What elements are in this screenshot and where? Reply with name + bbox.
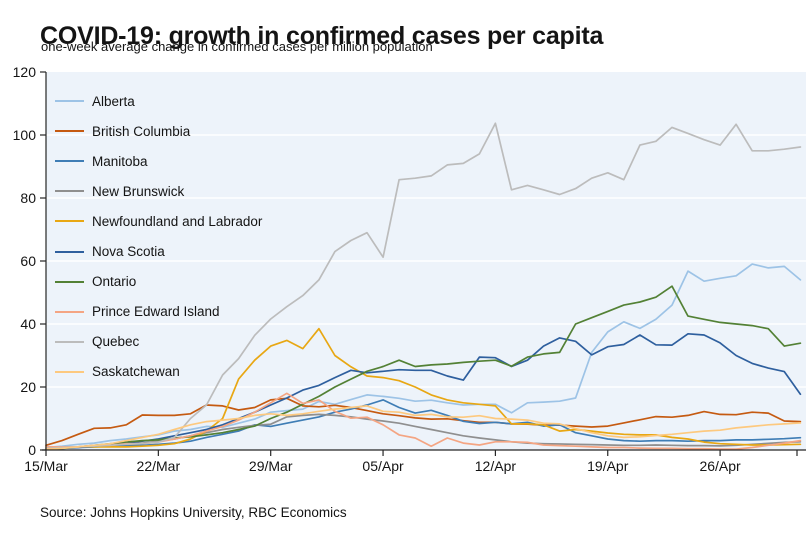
legend-item-nova-scotia: Nova Scotia [55, 236, 262, 266]
legend-swatch-alberta [55, 100, 84, 103]
y-axis-tick-label: 60 [20, 253, 36, 269]
legend-swatch-quebec [55, 340, 84, 343]
series-line-quebec [45, 122, 802, 450]
legend-label: New Brunswick [92, 183, 185, 199]
y-axis-tick-label: 20 [20, 379, 36, 395]
legend-item-manitoba: Manitoba [55, 146, 262, 176]
legend-item-alberta: Alberta [55, 86, 262, 116]
legend: Alberta British Columbia Manitoba New Bruns… [55, 86, 262, 387]
legend-label: British Columbia [92, 123, 191, 139]
x-axis-tick-label: 15/Mar [24, 458, 68, 474]
chart-title: COVID-19: growth in confirmed cases per … [40, 21, 604, 50]
legend-swatch-nova-scotia [55, 250, 84, 253]
x-axis-tick-label: 22/Mar [137, 458, 181, 474]
y-axis-tick-label: 120 [13, 64, 37, 80]
legend-label: Prince Edward Island [92, 304, 220, 320]
y-axis-tick-label: 40 [20, 316, 36, 332]
y-axis-tick-label: 100 [13, 127, 37, 143]
x-axis-tick-label: 26/Apr [699, 458, 741, 474]
legend-item-ontario: Ontario [55, 267, 262, 297]
legend-item-quebec: Quebec [55, 327, 262, 357]
x-axis-tick-label: 12/Apr [475, 458, 517, 474]
legend-swatch-prince-edward-island [55, 310, 84, 313]
legend-label: Nova Scotia [92, 244, 165, 260]
x-axis-tick-label: 29/Mar [249, 458, 293, 474]
legend-swatch-manitoba [55, 160, 84, 163]
legend-swatch-ontario [55, 280, 84, 283]
source-note: Source: Johns Hopkins University, RBC Ec… [40, 505, 347, 520]
legend-label: Saskatchewan [92, 364, 180, 380]
legend-item-british-columbia: British Columbia [55, 116, 262, 146]
chart-subtitle: one-week average change in confirmed cas… [41, 39, 433, 54]
series-line-british-columbia [45, 397, 802, 447]
x-axis-tick-label: 05/Apr [362, 458, 404, 474]
legend-swatch-new-brunswick [55, 190, 84, 193]
legend-label: Newfoundland and Labrador [92, 213, 263, 229]
series-line-saskatchewan [45, 405, 802, 450]
line-chart: 0 20 40 60 80 100 120 15/Mar 22/Mar 29/Mar 05/Apr 1… [13, 64, 806, 474]
legend-label: Manitoba [92, 153, 148, 169]
legend-item-newfoundland-and-labrador: Newfoundland and Labrador [55, 206, 262, 236]
y-axis-tick-label: 0 [28, 442, 36, 458]
legend-swatch-newfoundland-and-labrador [55, 220, 84, 223]
y-axis-tick-label: 80 [20, 190, 36, 206]
series-line-alberta [45, 263, 802, 449]
legend-swatch-saskatchewan [55, 370, 84, 373]
legend-item-prince-edward-island: Prince Edward Island [55, 297, 262, 327]
legend-item-new-brunswick: New Brunswick [55, 176, 262, 206]
legend-label: Alberta [92, 93, 135, 109]
legend-label: Ontario [92, 274, 137, 290]
series-line-nova-scotia [45, 332, 802, 450]
legend-item-saskatchewan: Saskatchewan [55, 357, 262, 387]
x-axis-tick-label: 19/Apr [587, 458, 629, 474]
legend-swatch-british-columbia [55, 130, 84, 133]
series-line-prince-edward-island [45, 392, 802, 450]
legend-label: Quebec [92, 334, 140, 350]
series-line-newfoundland-and-labrador [45, 327, 802, 448]
